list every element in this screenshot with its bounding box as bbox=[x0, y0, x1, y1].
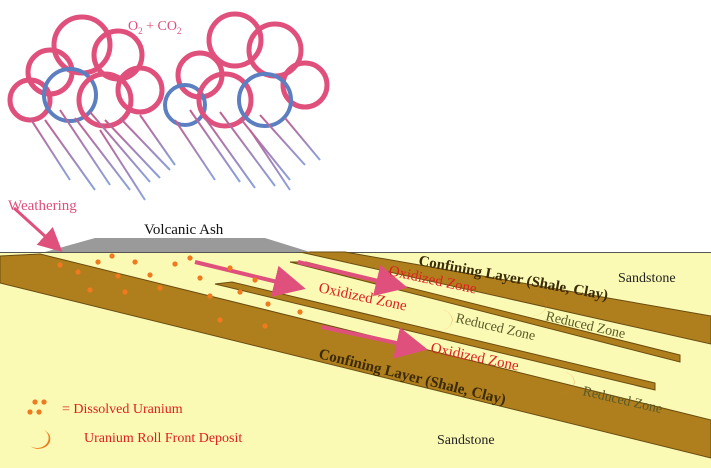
rain-streak bbox=[249, 129, 291, 191]
uranium-dot bbox=[109, 253, 115, 259]
rain-streak bbox=[219, 111, 276, 187]
uranium-dot bbox=[57, 262, 63, 268]
uranium-dot bbox=[87, 287, 93, 293]
lower-confining-layer bbox=[0, 253, 711, 459]
volcanic-ash-label: Volcanic Ash bbox=[144, 222, 224, 238]
uranium-dot bbox=[252, 277, 258, 283]
shale-lens-2 bbox=[214, 281, 656, 391]
rain-streak bbox=[44, 119, 96, 191]
uranium-dot bbox=[227, 265, 233, 271]
rain-streak bbox=[89, 111, 151, 183]
uranium-dot bbox=[75, 269, 81, 275]
rain-streak bbox=[139, 114, 176, 166]
legend-dissolved-uranium-label: = Dissolved Uranium bbox=[62, 402, 183, 417]
uranium-dot bbox=[147, 272, 153, 278]
rain-streak bbox=[204, 117, 256, 189]
uranium-dot bbox=[207, 293, 213, 299]
uranium-dot bbox=[122, 289, 128, 295]
rain-streak bbox=[174, 119, 216, 181]
cloud-icon bbox=[7, 14, 165, 129]
rain-streak bbox=[239, 117, 291, 181]
atmosphere-gases-label: O2 + CO2 bbox=[128, 19, 181, 36]
legend-dot-symbol bbox=[27, 399, 47, 415]
rain-streak bbox=[74, 117, 131, 191]
uranium-dot bbox=[172, 261, 178, 267]
volcanic-ash-mound bbox=[45, 238, 310, 252]
uranium-dot bbox=[297, 309, 303, 315]
uranium-dot bbox=[265, 301, 271, 307]
weathering-label: Weathering bbox=[8, 198, 77, 214]
rain-streak bbox=[284, 117, 321, 161]
flow-arrow bbox=[194, 260, 306, 297]
rain-streak bbox=[189, 109, 241, 183]
dissolved-uranium-dots bbox=[57, 253, 303, 329]
rain-streak bbox=[104, 119, 161, 179]
flow-arrow bbox=[297, 260, 408, 297]
rain-streak bbox=[259, 114, 306, 166]
uranium-dot bbox=[132, 259, 138, 265]
uranium-dot bbox=[197, 275, 203, 281]
uranium-dot bbox=[237, 289, 243, 295]
uranium-dot bbox=[217, 317, 223, 323]
sandstone-top-label: Sandstone bbox=[618, 271, 676, 286]
uranium-dot bbox=[262, 323, 268, 329]
rain-streak bbox=[59, 109, 111, 186]
uranium-dot bbox=[157, 285, 163, 291]
uranium-dot bbox=[95, 259, 101, 265]
rain-streak bbox=[99, 129, 146, 201]
legend-roll-front-label: Uranium Roll Front Deposit bbox=[84, 431, 242, 446]
flow-arrow bbox=[321, 325, 428, 359]
uranium-dot bbox=[187, 255, 193, 261]
weathering-arrow bbox=[12, 206, 63, 253]
sandstone-bottom-label: Sandstone bbox=[437, 433, 495, 448]
sky bbox=[0, 0, 711, 252]
uranium-dot bbox=[115, 273, 121, 279]
rain-streak bbox=[119, 117, 171, 171]
rain-streak bbox=[29, 117, 71, 181]
cloud-icon bbox=[163, 11, 330, 129]
rain-streaks bbox=[29, 109, 321, 201]
